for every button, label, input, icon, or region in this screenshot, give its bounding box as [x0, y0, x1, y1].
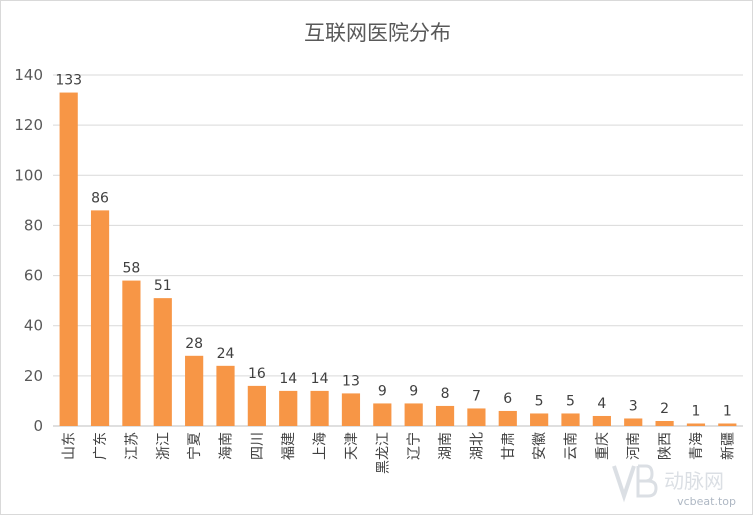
bar: [498, 410, 517, 426]
data-label: 9: [378, 383, 387, 399]
data-label: 133: [55, 73, 82, 89]
data-label: 58: [122, 261, 140, 277]
y-tick-label: 100: [14, 166, 43, 184]
data-label: 1: [723, 403, 732, 419]
bar-series: [59, 92, 737, 427]
data-label: 6: [503, 391, 512, 407]
x-tick-label: 四川: [250, 432, 266, 460]
vcbeat-watermark-logo: 动脉网: [608, 460, 738, 504]
data-label: 14: [279, 371, 297, 387]
bar: [561, 413, 580, 426]
bar: [718, 423, 737, 426]
data-label: 5: [566, 393, 575, 409]
bar: [530, 413, 549, 426]
data-label: 9: [409, 383, 418, 399]
watermark-url: vcbeat.top: [677, 495, 736, 508]
bar: [624, 418, 643, 426]
x-tick-label: 海南: [219, 432, 235, 460]
bar: [122, 280, 141, 426]
data-label: 3: [629, 398, 638, 414]
y-tick-label: 40: [24, 317, 43, 335]
y-tick-label: 120: [14, 116, 43, 134]
chart-title: 互联网医院分布: [304, 21, 451, 45]
bar: [59, 92, 78, 427]
data-label: 4: [597, 396, 606, 412]
data-label: 5: [535, 393, 544, 409]
x-tick-label: 青海: [689, 432, 705, 460]
data-label: 2: [660, 401, 669, 417]
bar: [655, 420, 674, 426]
data-label: 24: [217, 346, 235, 362]
bar: [686, 423, 706, 426]
x-tick-label: 福建: [281, 432, 297, 460]
bar: [310, 390, 329, 426]
x-tick-label: 重庆: [595, 432, 611, 460]
y-tick-label: 140: [14, 66, 43, 84]
x-tick-label: 宁夏: [186, 432, 203, 460]
bar: [185, 355, 204, 426]
data-label: 14: [311, 371, 329, 387]
bar: [373, 403, 392, 426]
y-axis: 0 20 40 60 80 100 120 140: [14, 66, 43, 435]
y-tick-label: 60: [24, 267, 43, 285]
x-tick-label: 黑龙江: [375, 432, 391, 474]
x-tick-label: 安徽: [532, 432, 548, 460]
y-tick-label: 0: [33, 417, 43, 435]
watermark-brand: 动脉网: [664, 469, 724, 493]
data-label: 28: [185, 336, 203, 352]
data-label: 1: [691, 403, 700, 419]
y-tick-label: 20: [24, 367, 43, 385]
x-tick-label: 甘肃: [501, 432, 517, 460]
data-label: 51: [154, 278, 172, 294]
x-tick-label: 广东: [93, 432, 109, 460]
bar: [435, 405, 455, 426]
bar: [216, 365, 235, 426]
bar: [404, 403, 423, 426]
data-label: 7: [472, 388, 481, 404]
x-tick-label: 辽宁: [406, 432, 423, 460]
bar: [341, 393, 361, 426]
x-tick-label: 湖南: [438, 432, 454, 460]
bar: [90, 210, 110, 426]
x-tick-label: 河南: [626, 432, 642, 460]
x-tick-label: 浙江: [156, 432, 172, 460]
x-tick-label: 上海: [313, 432, 329, 460]
data-label: 86: [91, 190, 109, 206]
bar: [592, 415, 611, 426]
x-axis: 山东 广东 江苏 浙江 宁夏 海南 四川 福建 上海 天津 黑龙江 辽宁 湖南 湖北 甘肃 安徽 云南 重庆 河南陕…: [62, 432, 737, 474]
data-label: 8: [441, 386, 450, 402]
x-tick-label: 云南: [564, 432, 580, 460]
data-labels: 133 86 58 51 28 24 16 14 14 13 9 9 8 7 6 5 5 4 3 2 1 1: [55, 73, 731, 420]
data-label: 16: [248, 366, 266, 382]
x-tick-label: 湖北: [469, 432, 485, 460]
bar: [153, 298, 172, 426]
x-tick-label: 江苏: [124, 432, 140, 460]
data-label: 13: [342, 373, 360, 389]
x-tick-label: 新疆: [720, 432, 736, 460]
x-tick-label: 山东: [62, 432, 78, 460]
bar: [279, 390, 298, 426]
y-tick-label: 80: [24, 216, 43, 234]
x-tick-label: 陕西: [658, 432, 674, 460]
x-tick-label: 天津: [344, 432, 360, 460]
bar: [247, 385, 266, 426]
bar: [467, 408, 486, 426]
